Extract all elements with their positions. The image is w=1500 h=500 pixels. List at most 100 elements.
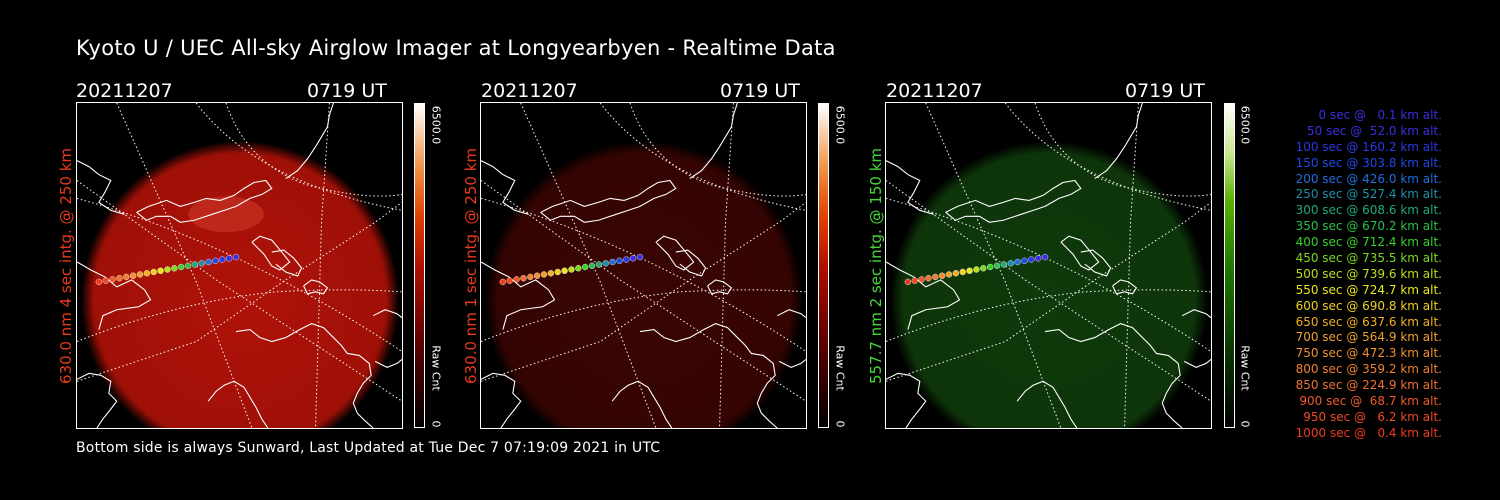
trajectory-point <box>136 271 144 278</box>
trajectory-point <box>966 267 973 274</box>
panel-2-allsky-image[interactable] <box>480 102 807 429</box>
panel-3-wavelength-label: 557.7 nm 2 sec intg. @ 150 km <box>867 147 885 384</box>
trajectory-point <box>116 275 123 282</box>
legend-row: 50 sec @ 52.0 km alt. <box>1307 123 1442 138</box>
trajectory-point <box>232 253 240 261</box>
trajectory-point <box>575 265 582 272</box>
coastline <box>611 380 673 428</box>
lat-circle <box>1034 103 1211 197</box>
lat-lon-grid-line <box>886 289 1211 342</box>
coastline <box>1080 249 1112 277</box>
trajectory-point <box>629 255 637 262</box>
trajectory-point <box>1014 258 1021 266</box>
lat-lon-grid-line <box>520 103 657 428</box>
trajectory-point <box>918 276 925 283</box>
footer-status: Bottom side is always Sunward, Last Upda… <box>76 440 661 456</box>
trajectory-point <box>219 256 226 263</box>
legend-row: 900 sec @ 68.7 km alt. <box>1299 394 1442 409</box>
panel-2-cbar-max: 6500.0 <box>833 105 847 145</box>
coastline <box>285 103 334 179</box>
trajectory-point <box>986 263 994 271</box>
trajectory-point <box>911 277 918 284</box>
coastline <box>675 249 707 277</box>
lat-lon-grid-line <box>599 103 806 211</box>
coastline <box>1112 279 1138 295</box>
trajectory-point <box>609 258 616 266</box>
panel-1-colorbar <box>414 103 425 428</box>
legend-row: 500 sec @ 739.6 km alt. <box>1295 266 1442 281</box>
coastline <box>540 179 677 223</box>
panel-1-allsky-image[interactable] <box>76 102 403 429</box>
legend-row: 1000 sec @ 0.4 km alt. <box>1295 425 1442 440</box>
panel-1-time: 0719 UT <box>307 80 387 102</box>
trajectory-point <box>150 268 157 276</box>
coastline <box>77 372 118 428</box>
panel-3-cbar-unit: Raw Cnt <box>1238 345 1252 391</box>
airglow-disk <box>890 140 1208 428</box>
coastline <box>945 179 1082 223</box>
lat-lon-grid-line <box>116 103 253 428</box>
coastline <box>235 323 374 428</box>
trajectory-point <box>602 260 609 267</box>
lat-lon-grid-line <box>77 201 402 382</box>
trajectory-point <box>533 272 541 279</box>
panel-2-cbar-min: 0 <box>833 420 847 428</box>
panel-1-wavelength-label-wrap: 630.0 nm 4 sec intg. @ 250 km <box>54 102 78 429</box>
trajectory-point <box>109 276 116 283</box>
lat-lon-grid-line <box>315 103 330 428</box>
coastline <box>1181 309 1211 319</box>
coastline <box>886 372 927 428</box>
coastline <box>251 235 291 271</box>
coastline <box>77 261 152 330</box>
trajectory-point <box>973 266 980 273</box>
panel-1-cbar-max: 6500.0 <box>429 105 443 145</box>
legend-row: 550 sec @ 724.7 km alt. <box>1295 282 1442 297</box>
coastline <box>655 235 695 271</box>
trajectory-point <box>520 275 527 282</box>
legend-row: 850 sec @ 224.9 km alt. <box>1295 378 1442 393</box>
trajectory-point <box>506 277 513 284</box>
coastline <box>303 279 329 295</box>
panel-3-allsky-image[interactable] <box>885 102 1212 429</box>
legend-row: 800 sec @ 359.2 km alt. <box>1295 362 1442 377</box>
trajectory-point <box>952 270 960 277</box>
coastline <box>77 160 125 215</box>
legend-row: 400 sec @ 712.4 km alt. <box>1295 235 1442 250</box>
page-title: Kyoto U / UEC All-sky Airglow Imager at … <box>76 36 836 60</box>
trajectory-point <box>623 256 630 263</box>
trajectory-point <box>171 265 178 272</box>
lat-lon-grid-line <box>719 103 734 428</box>
trajectory-point <box>143 270 151 277</box>
panel-1-date: 20211207 <box>76 80 173 102</box>
trajectory-point <box>581 263 589 271</box>
lat-lon-grid-line <box>481 289 806 342</box>
legend-row: 950 sec @ 6.2 km alt. <box>1303 409 1442 424</box>
panel-1-cbar-min: 0 <box>429 420 443 428</box>
legend-row: 450 sec @ 735.5 km alt. <box>1295 251 1442 266</box>
trajectory-point <box>1034 255 1042 262</box>
coastline <box>1016 380 1078 428</box>
trajectory-point <box>636 253 644 261</box>
coastline <box>778 358 806 368</box>
lat-lon-grid-line <box>925 103 1062 428</box>
trajectory-point <box>123 273 130 281</box>
trajectory-point <box>513 276 520 283</box>
lat-lon-grid-line <box>481 201 806 382</box>
legend-row: 300 sec @ 608.6 km alt. <box>1295 203 1442 218</box>
panel-3-colorbar-labels: 6500.0 Raw Cnt 0 <box>1236 103 1254 433</box>
trajectory-point <box>225 255 233 262</box>
trajectory-point <box>1021 257 1028 265</box>
allsky-map-svg <box>886 103 1211 428</box>
legend-row: 600 sec @ 690.8 km alt. <box>1295 298 1442 313</box>
trajectory-point <box>205 258 212 266</box>
panel-2-colorbar-labels: 6500.0 Raw Cnt 0 <box>831 103 849 433</box>
panel-3-date: 20211207 <box>886 80 983 102</box>
coastline <box>639 323 778 428</box>
trajectory-point <box>554 268 561 276</box>
coastline <box>886 261 961 330</box>
trajectory-point <box>1028 256 1035 263</box>
coastline <box>689 103 738 179</box>
trajectory-point <box>588 262 596 269</box>
coastline <box>207 380 269 428</box>
coastline <box>374 358 402 368</box>
